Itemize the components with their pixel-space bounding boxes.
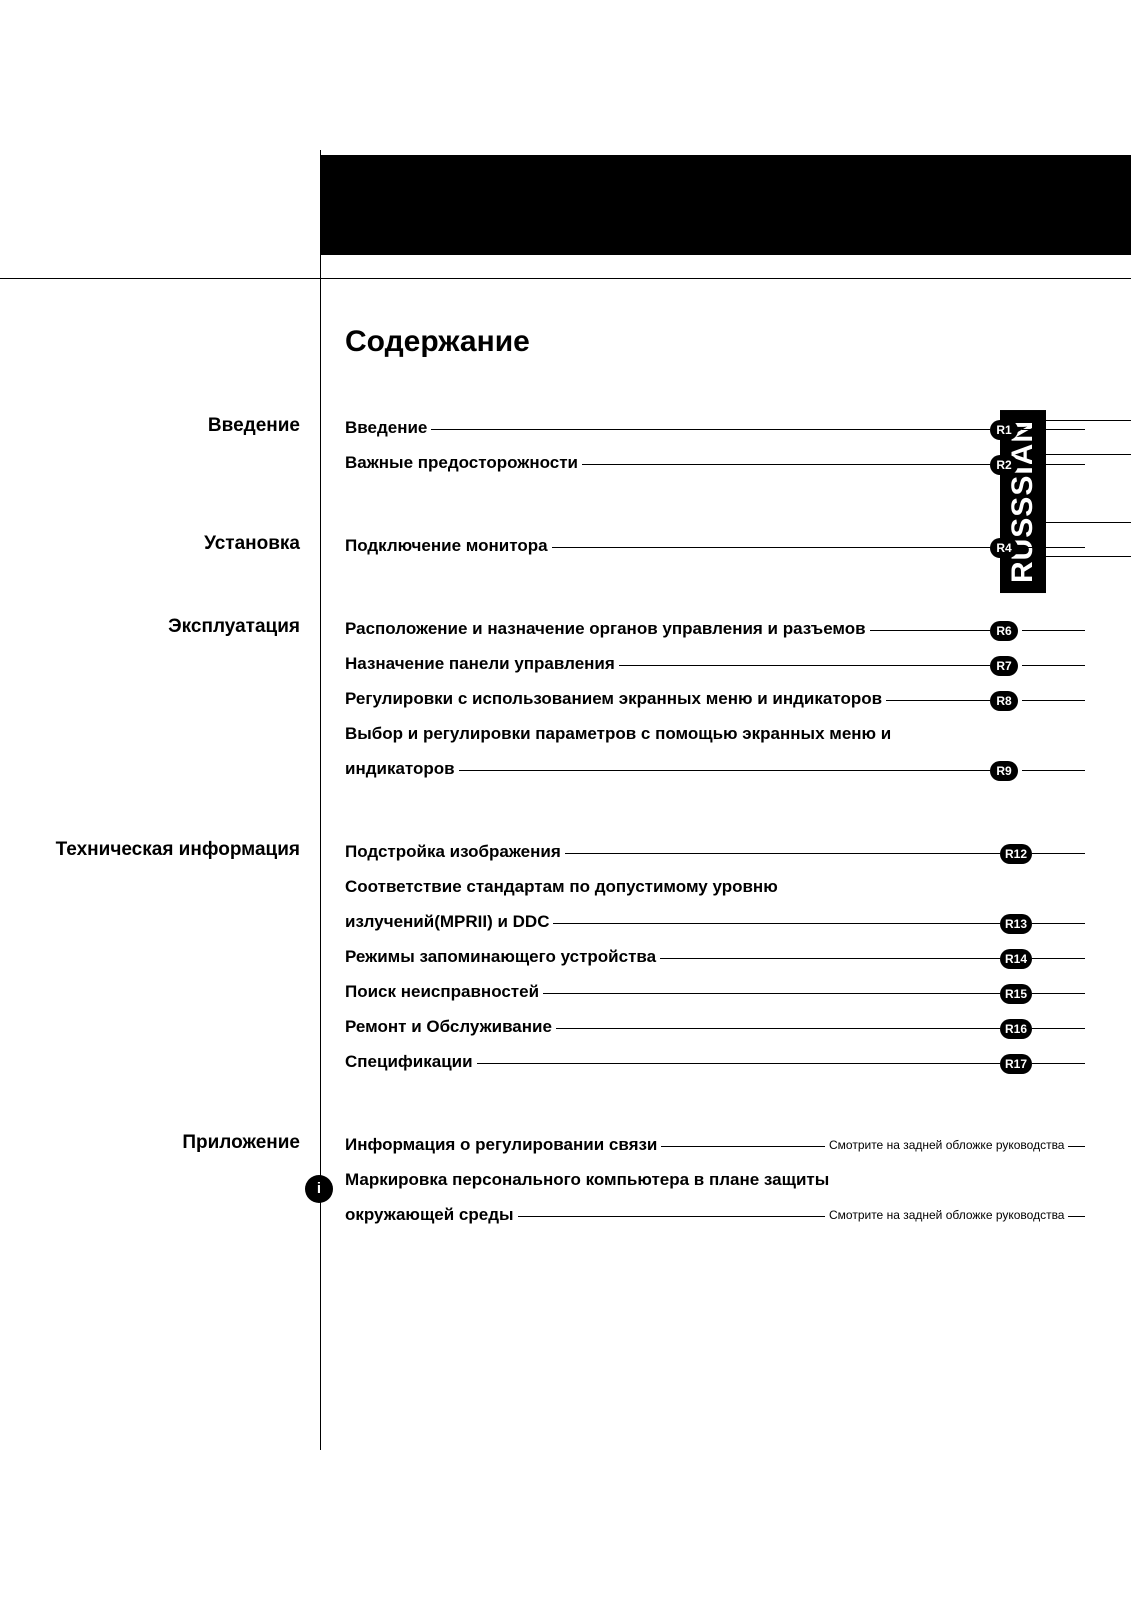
toc-entry: Маркировка персонального компьютера в пл… [345,1170,1105,1198]
toc-entry: Выбор и регулировки параметров с помощью… [345,724,1105,752]
page-ref-badge: R17 [1000,1054,1032,1074]
toc-entry-text: Подключение монитора [345,536,552,556]
leader-line-after [1032,993,1085,994]
leader-line-after [1022,630,1085,631]
toc-entry: Поиск неисправностей R15 [345,982,1105,1010]
toc-entry: Введение R1 [345,418,1105,446]
toc-entry-text: Маркировка персонального компьютера в пл… [345,1170,833,1190]
toc-entry: Ремонт и Обслуживание R16 [345,1017,1105,1045]
toc-entry-text: Регулировки с использованием экранных ме… [345,689,886,709]
toc-entry: излучений(MPRII) и DDC R13 [345,912,1105,940]
toc-entry: индикаторов R9 [345,759,1105,787]
vertical-rule [320,150,321,1450]
horizontal-rule [0,278,1131,279]
page-ref-badge: R6 [990,621,1018,641]
toc-entry: Соответствие стандартам по допустимому у… [345,877,1105,905]
toc-entry-text: Ремонт и Обслуживание [345,1017,556,1037]
toc-entry: Регулировки с использованием экранных ме… [345,689,1105,717]
page-ref-badge: R12 [1000,844,1032,864]
toc-entry: Спецификации R17 [345,1052,1105,1080]
page-ref-badge: R14 [1000,949,1032,969]
toc-entry-text: излучений(MPRII) и DDC [345,912,553,932]
page-ref-badge: R7 [990,656,1018,676]
toc-entry-text: индикаторов [345,759,459,779]
section-label: Приложение [0,1132,300,1154]
leader-line-after [1032,923,1085,924]
section-label: Эксплуатация [0,616,300,638]
page-number-badge: i [305,1175,333,1203]
toc-entry-text: Введение [345,418,431,438]
page-ref-badge: R8 [990,691,1018,711]
toc-entry: Подключение монитора R4 [345,536,1105,564]
leader-line-after [1032,1063,1085,1064]
toc-entry-text: Выбор и регулировки параметров с помощью… [345,724,895,744]
toc-entry-note: Смотрите на задней обложке руководства [825,1208,1068,1222]
toc-entry-text: Расположение и назначение органов управл… [345,619,870,639]
page-ref-badge: R1 [990,420,1018,440]
toc-entry-text: Важные предосторожности [345,453,582,473]
leader-line-after [1022,665,1085,666]
toc-entry-text: Поиск неисправностей [345,982,543,1002]
page-title: Содержание [345,325,530,359]
page-ref-badge: R13 [1000,914,1032,934]
leader-line-after [1022,770,1085,771]
leader-line-after [1022,700,1085,701]
leader-line-after [1032,958,1085,959]
toc-entry-text: Подстройка изображения [345,842,565,862]
section-label: Введение [0,415,300,437]
toc-entry: Назначение панели управления R7 [345,654,1105,682]
section-label: Техническая информация [0,839,300,861]
leader-line-after [1022,429,1085,430]
toc-entry-text: окружающей среды [345,1205,518,1225]
page-ref-badge: R4 [990,538,1018,558]
toc-entry: Подстройка изображения R12 [345,842,1105,870]
toc-entry: Важные предосторожности R2 [345,453,1105,481]
leader-line-after [1022,464,1085,465]
page-ref-badge: R9 [990,761,1018,781]
toc-entry-text: Соответствие стандартам по допустимому у… [345,877,782,897]
section-label: Установка [0,533,300,555]
leader-line-after [1032,853,1085,854]
toc-entry: Информация о регулировании связи Смотрите… [345,1135,1105,1163]
toc-entry: Расположение и назначение органов управл… [345,619,1105,647]
leader-line-after [1022,547,1085,548]
toc-entry-text: Назначение панели управления [345,654,619,674]
leader-line-after [1032,1028,1085,1029]
toc-entry-note: Смотрите на задней обложке руководства [825,1138,1068,1152]
page-ref-badge: R16 [1000,1019,1032,1039]
toc-entry: окружающей среды Смотрите на задней облож… [345,1205,1105,1233]
header-black-banner [320,155,1131,255]
toc-entry: Режимы запоминающего устройства R14 [345,947,1105,975]
toc-entry-text: Режимы запоминающего устройства [345,947,660,967]
page-ref-badge: R2 [990,455,1018,475]
toc-entry-text: Спецификации [345,1052,477,1072]
page-ref-badge: R15 [1000,984,1032,1004]
toc-entry-text: Информация о регулировании связи [345,1135,661,1155]
leader-line [345,429,990,430]
